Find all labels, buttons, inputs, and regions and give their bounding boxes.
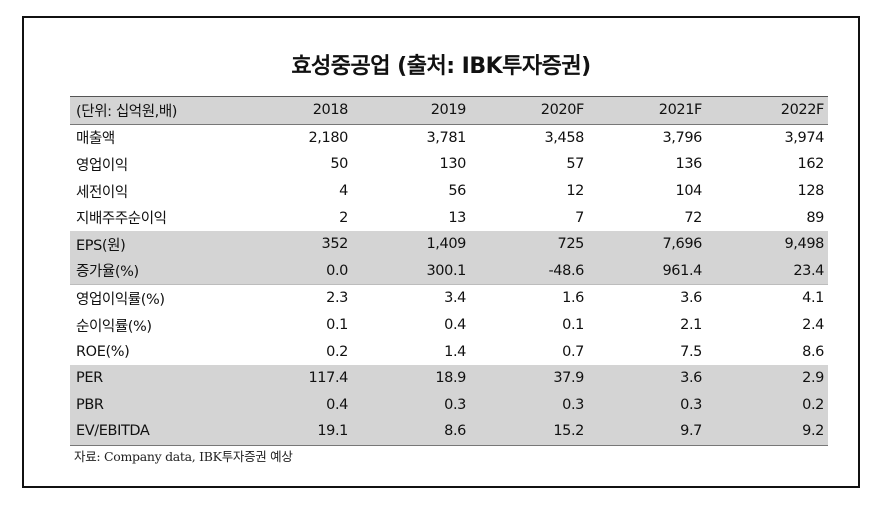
table-cell: -48.6: [548, 262, 584, 279]
table-cell: 37.9: [553, 370, 584, 387]
table-cell: 7: [575, 209, 584, 226]
table-cell: 3,796: [662, 129, 702, 146]
row-label: 세전이익: [76, 184, 128, 201]
year-header: 2018: [228, 96, 352, 125]
table-cell: 1.4: [444, 343, 466, 360]
table-cell: 3.6: [588, 284, 706, 312]
table-cell: 2.1: [680, 317, 702, 334]
source-note: 자료: Company data, IBK투자증권 예상: [74, 449, 293, 464]
table-cell: 3,458: [544, 129, 584, 146]
table-cell: 3.6: [680, 370, 702, 387]
table-cell: 0.3: [562, 396, 584, 413]
table-cell: 9.7: [588, 418, 706, 446]
table-cell: 0.2: [326, 343, 348, 360]
table-cell: 162: [797, 156, 825, 173]
row-label: PER: [76, 370, 103, 387]
table-cell: 8.6: [352, 418, 470, 446]
table-cell: 72: [684, 209, 702, 226]
table-cell: 19.1: [228, 418, 352, 446]
table-cell: 961.4: [662, 262, 702, 279]
table-row: ROE(%) 0.2 1.4 0.7 7.5 8.6: [70, 338, 828, 365]
unit-header: (단위: 십억원,배): [70, 96, 228, 125]
table-cell: 300.1: [426, 262, 466, 279]
row-label: 매출액: [76, 131, 115, 148]
report-frame: 효성중공업 (출처: IBK투자증권) (단위: 십억원,배) 2018 201…: [22, 16, 860, 488]
table-cell: 1.6: [470, 284, 588, 312]
table-cell: 7.5: [680, 343, 702, 360]
table-row: 영업이익률(%) 2.3 3.4 1.6 3.6 4.1: [70, 284, 828, 312]
row-label: 영업이익률(%): [70, 284, 228, 312]
table-cell: 4.1: [706, 284, 828, 312]
table-cell: 9.2: [706, 418, 828, 446]
table-row: 매출액 2,180 3,781 3,458 3,796 3,974: [70, 124, 828, 151]
table-cell: 0.3: [680, 396, 702, 413]
table-cell: 3,781: [426, 129, 466, 146]
table-cell: 130: [439, 156, 467, 173]
table-cell: 0.2: [802, 396, 824, 413]
table-cell: 0.3: [444, 396, 466, 413]
table-cell: 8.6: [802, 343, 824, 360]
table-row: 지배주주순이익 2 13 7 72 89: [70, 204, 828, 231]
table-row: 세전이익 4 56 12 104 128: [70, 178, 828, 205]
table-row: EV/EBITDA 19.1 8.6 15.2 9.7 9.2: [70, 418, 828, 446]
table-cell: 0.7: [562, 343, 584, 360]
table-row: PER 117.4 18.9 37.9 3.6 2.9: [70, 364, 828, 392]
row-label: PBR: [76, 396, 104, 413]
table-cell: 117.4: [308, 370, 348, 387]
table-cell: 725: [557, 236, 585, 253]
table-cell: 12: [566, 183, 584, 200]
row-label: 지배주주순이익: [76, 211, 167, 228]
row-label: 증가율(%): [76, 264, 139, 281]
table-cell: 57: [566, 156, 584, 173]
year-header: 2022F: [706, 96, 828, 125]
table-cell: 2,180: [308, 129, 348, 146]
table-cell: 2.9: [802, 370, 824, 387]
table-cell: 7,696: [662, 236, 702, 253]
page-title: 효성중공업 (출처: IBK투자증권): [291, 54, 591, 79]
table-row: 순이익률(%) 0.1 0.4 0.1 2.1 2.4: [70, 312, 828, 339]
table-cell: 352: [321, 236, 349, 253]
table-cell: 18.9: [435, 370, 466, 387]
table-header-row: (단위: 십억원,배) 2018 2019 2020F 2021F 2022F: [70, 96, 828, 125]
table-cell: 0.4: [326, 396, 348, 413]
year-header: 2019: [352, 96, 470, 125]
financial-table: (단위: 십억원,배) 2018 2019 2020F 2021F 2022F …: [70, 96, 828, 446]
table-row: 증가율(%) 0.0 300.1 -48.6 961.4 23.4: [70, 257, 828, 285]
table-cell: 2.3: [228, 284, 352, 312]
table-cell: 9,498: [784, 236, 824, 253]
table-cell: 3,974: [784, 129, 824, 146]
table-cell: 0.0: [326, 262, 348, 279]
table-row: 영업이익 50 130 57 136 162: [70, 151, 828, 178]
table-cell: 0.1: [326, 317, 348, 334]
table-cell: 13: [448, 209, 466, 226]
table-cell: 1,409: [426, 236, 466, 253]
table-row: PBR 0.4 0.3 0.3 0.3 0.2: [70, 391, 828, 419]
table-cell: 0.4: [444, 317, 466, 334]
row-label: ROE(%): [76, 343, 130, 360]
table-cell: 0.1: [562, 317, 584, 334]
table-row: EPS(원) 352 1,409 725 7,696 9,498: [70, 230, 828, 258]
table-cell: 50: [330, 156, 348, 173]
year-header: 2021F: [588, 96, 706, 125]
row-label: 순이익률(%): [76, 318, 152, 335]
table-cell: 128: [797, 183, 825, 200]
table-cell: 3.4: [352, 284, 470, 312]
row-label: EPS(원): [76, 237, 126, 254]
table-cell: 2.4: [802, 317, 824, 334]
table-cell: 104: [675, 183, 703, 200]
year-header: 2020F: [470, 96, 588, 125]
row-label: 영업이익: [76, 157, 128, 174]
table-cell: 56: [448, 183, 466, 200]
row-label: EV/EBITDA: [70, 418, 228, 446]
table-cell: 4: [339, 183, 348, 200]
table-cell: 136: [675, 156, 703, 173]
table-cell: 15.2: [470, 418, 588, 446]
table-cell: 89: [806, 209, 824, 226]
table-cell: 2: [339, 209, 348, 226]
table-cell: 23.4: [793, 262, 824, 279]
